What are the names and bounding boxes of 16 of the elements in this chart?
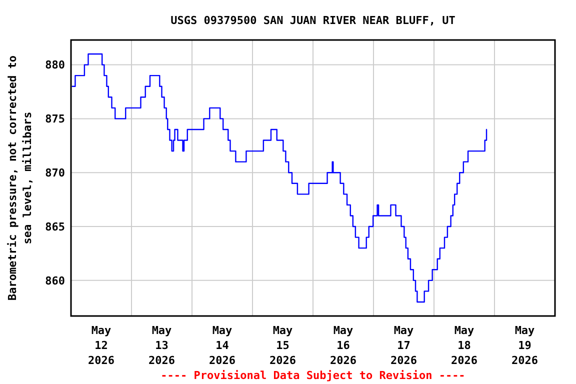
x-tick-label: May 14 2026 [209,324,236,367]
x-tick-label: May 12 2026 [88,324,115,367]
y-tick-label: 880 [45,58,65,72]
y-tick-label: 865 [45,220,65,234]
x-tick-label: May 13 2026 [148,324,176,367]
text: ---- Provisional Data Subject to Revision ---- [160,369,466,382]
x-tick-label: May 15 2026 [270,324,296,367]
x-tick-label: May 18 2026 [451,324,478,367]
y-tick-label: 875 [45,112,65,126]
y-tick-label: 860 [45,274,65,288]
y-tick-label: 870 [45,166,65,180]
x-tick-label: May 17 2026 [390,324,418,367]
x-tick-label: May 16 2026 [330,324,357,367]
x-tick-label: May 19 2026 [512,324,538,367]
y-axis-title: Barometric pressure, not corrected to sea level, millibars [6,55,34,301]
chart-title: USGS 09379500 SAN JUAN RIVER NEAR BLUFF, UT [170,14,456,27]
